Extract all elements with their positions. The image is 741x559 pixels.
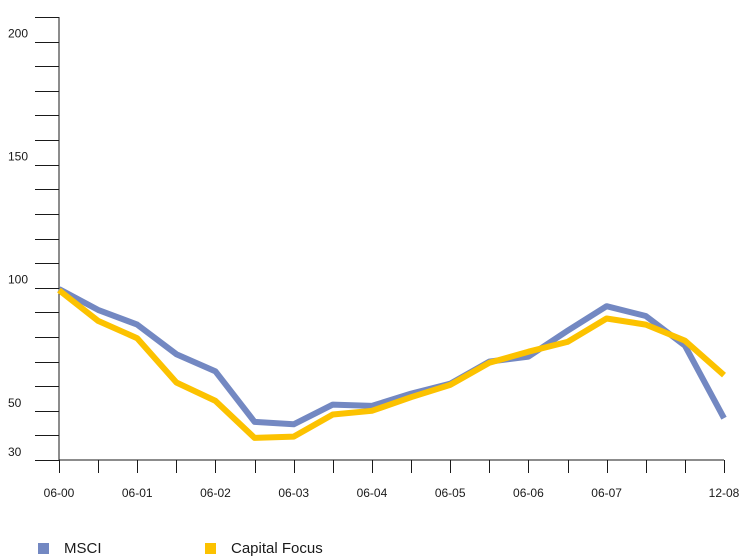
x-tick-label: 06-00: [44, 486, 75, 500]
legend-item-msci: MSCI: [38, 540, 205, 557]
legend-swatch-capital-focus: [205, 543, 216, 554]
chart-series: [57, 286, 727, 441]
chart-legend: MSCI Capital Focus: [38, 540, 372, 557]
x-tick-label: 06-06: [513, 486, 544, 500]
x-tick-label: 06-05: [435, 486, 466, 500]
legend-item-capital-focus: Capital Focus: [205, 540, 372, 557]
x-tick-label: 06-04: [357, 486, 388, 500]
series-line-msci: [57, 286, 727, 428]
x-tick-label: 06-03: [278, 486, 309, 500]
x-tick-label: 06-07: [591, 486, 622, 500]
legend-swatch-msci: [38, 543, 49, 554]
legend-label-msci: MSCI: [64, 540, 102, 557]
chart-axes: 200 150 100 50 30 06-00 06-01 06-02 06-03 06-04 06…: [8, 17, 740, 500]
y-tick-label: 30: [8, 445, 22, 459]
y-tick-label: 50: [8, 396, 22, 410]
x-tick-label: 06-01: [122, 486, 153, 500]
y-tick-label: 150: [8, 150, 28, 164]
y-tick-label: 200: [8, 27, 28, 41]
legend-label-capital-focus: Capital Focus: [231, 540, 323, 557]
x-tick-label: 06-02: [200, 486, 231, 500]
series-line-capital-focus: [57, 287, 726, 441]
x-tick-label: 12-08: [709, 486, 740, 500]
y-tick-label: 100: [8, 273, 28, 287]
line-chart: 200 150 100 50 30 06-00 06-01 06-02 06-03 06-04 06…: [8, 17, 740, 500]
